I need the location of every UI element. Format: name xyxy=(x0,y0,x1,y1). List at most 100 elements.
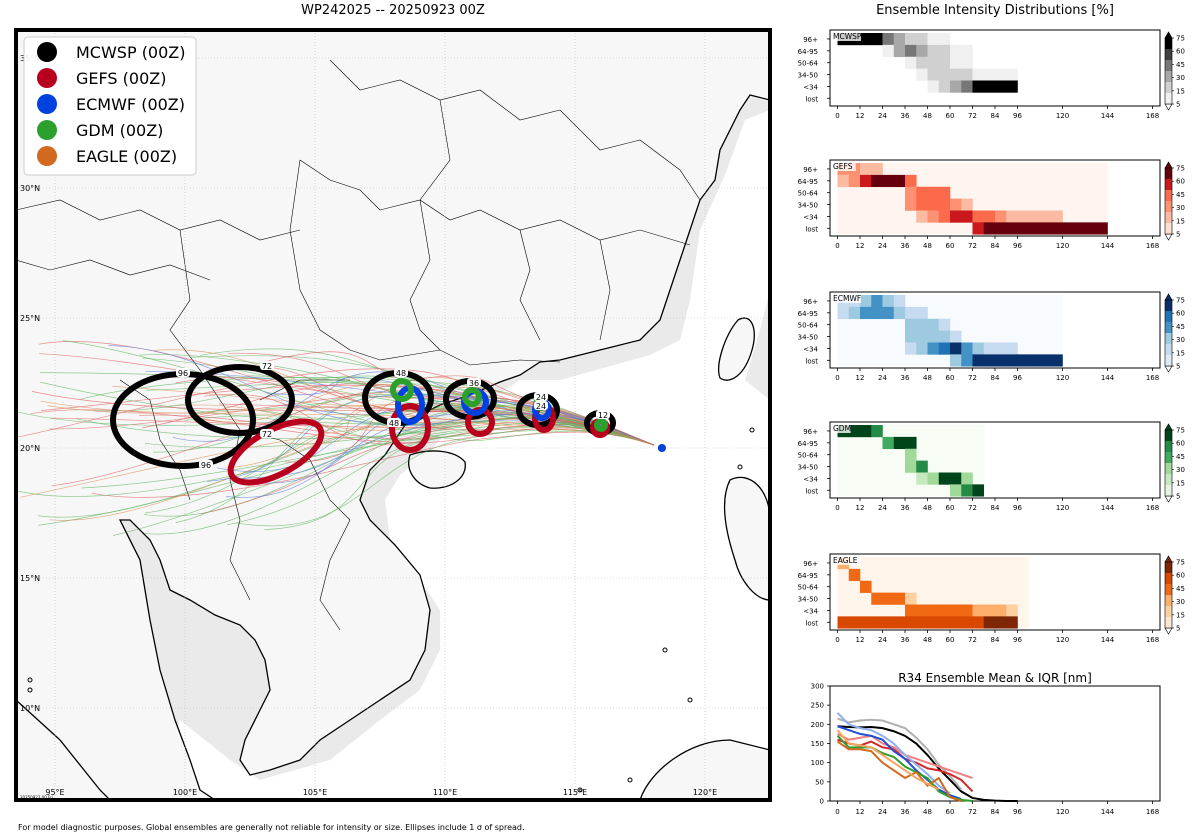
heatmap-cell xyxy=(938,330,951,343)
heatmap-cell xyxy=(938,210,951,223)
colorbar-segment xyxy=(1165,452,1172,463)
heatmap-row-label: <34 xyxy=(803,345,818,353)
svg-text:105°E: 105°E xyxy=(303,788,327,797)
heatmap-cell xyxy=(882,44,895,58)
colorbar-extend-top xyxy=(1164,31,1173,39)
heatmap-cell xyxy=(860,306,872,320)
svg-text:30°N: 30°N xyxy=(20,184,40,193)
r34-x-tick: 12 xyxy=(856,808,865,816)
r34-x-tick: 168 xyxy=(1146,808,1159,816)
heatmap-x-tick: 72 xyxy=(968,374,977,382)
colorbar-tick: 75 xyxy=(1176,559,1185,567)
map-title: WP242025 -- 20250923 00Z xyxy=(301,3,485,18)
heatmap-cell xyxy=(1085,222,1097,235)
heatmap-cell xyxy=(995,68,1007,81)
heatmap-cell xyxy=(927,44,940,58)
heatmap-cell xyxy=(1051,210,1063,223)
heatmap-cell xyxy=(905,448,917,461)
heatmap-cell xyxy=(950,330,962,343)
heatmap-cell xyxy=(905,342,917,355)
heatmap-cell xyxy=(1006,342,1018,355)
r34-x-tick: 84 xyxy=(991,808,1000,816)
heatmap-x-tick: 24 xyxy=(878,242,887,250)
r34-y-tick: 300 xyxy=(811,683,824,691)
heatmap-cell xyxy=(961,68,973,81)
heatmap-x-tick: 24 xyxy=(878,636,887,644)
colorbar-segment xyxy=(1165,595,1172,606)
heatmap-cell xyxy=(961,616,973,629)
heatmap-cell xyxy=(950,210,962,223)
heatmap-x-tick: 84 xyxy=(991,504,1000,512)
heatmap-x-tick: 24 xyxy=(878,504,887,512)
colorbar-tick: 30 xyxy=(1176,204,1185,212)
heatmap-x-tick: 84 xyxy=(991,112,1000,120)
heatmap-cell xyxy=(860,616,872,629)
heatmap-cell xyxy=(927,604,940,617)
heatmap-x-tick: 84 xyxy=(991,374,1000,382)
colorbar-segment xyxy=(1165,562,1172,573)
mcwsp-ellipse-72 xyxy=(185,364,295,436)
heatmap-cell xyxy=(983,80,996,93)
heatmap-cell xyxy=(905,318,917,331)
svg-text:GEFS (00Z): GEFS (00Z) xyxy=(76,69,166,88)
svg-text:100°E: 100°E xyxy=(173,788,197,797)
heatmap-cell xyxy=(927,318,940,331)
heatmap-cell xyxy=(1017,210,1030,223)
heatmap-cell xyxy=(961,210,973,223)
heatmap-eagle: EAGLE 96+ 64-95 50-64 34-50 <34 lost 0 12 24 36 48 6… xyxy=(798,553,1185,644)
heatmap-cell xyxy=(927,330,940,343)
r34-series-line xyxy=(837,725,962,801)
heatmap-cell xyxy=(961,44,973,58)
r34-y-tick: 150 xyxy=(811,740,824,748)
colorbar-tick: 45 xyxy=(1176,453,1185,461)
heatmap-x-tick: 0 xyxy=(835,112,839,120)
heatmap-x-tick: 120 xyxy=(1056,242,1069,250)
heatmap-cell xyxy=(893,295,906,308)
heatmap-x-tick: 48 xyxy=(923,112,932,120)
colorbar-tick: 5 xyxy=(1176,363,1180,371)
heatmap-cell xyxy=(882,592,895,605)
legend-item-ecmwf: ECMWF (00Z) xyxy=(37,94,185,114)
heatmap-cell xyxy=(927,210,940,223)
heatmap-x-tick: 36 xyxy=(901,504,910,512)
intensity-heatmaps: MCWSP 96+ 64-95 50-64 34-50 <34 lost 0 12 24 36 48 6… xyxy=(798,29,1185,816)
heatmap-x-tick: 0 xyxy=(835,242,839,250)
r34-y-tick: 200 xyxy=(811,721,824,729)
heatmap-cell xyxy=(860,425,872,438)
r34-chart: R34 Ensemble Mean & IQR [nm] 0 50 100 150 200… xyxy=(811,671,1161,816)
heatmap-x-tick: 48 xyxy=(923,242,932,250)
svg-text:GDM (00Z): GDM (00Z) xyxy=(76,121,163,140)
heatmap-cell xyxy=(893,33,906,46)
heatmap-cell xyxy=(938,80,951,93)
heatmap-cell xyxy=(871,425,883,438)
r34-series-line xyxy=(836,740,962,802)
colorbar-segment xyxy=(1165,617,1172,628)
heatmap-x-tick: 60 xyxy=(946,242,955,250)
heatmap-cell xyxy=(905,330,917,343)
heatmap-cell xyxy=(916,306,928,320)
heatmap-cell xyxy=(916,472,928,485)
heatmap-x-tick: 12 xyxy=(856,112,865,120)
colorbar-tick: 60 xyxy=(1176,48,1185,56)
colorbar-tick: 45 xyxy=(1176,585,1185,593)
colorbar-segment xyxy=(1165,606,1172,617)
heatmap-cell xyxy=(961,80,973,93)
svg-text:12: 12 xyxy=(598,411,608,420)
heatmap-cell xyxy=(893,616,906,629)
heatmap-cell xyxy=(848,306,861,320)
colorbar-segment xyxy=(1165,201,1172,212)
r34-y-tick: 100 xyxy=(811,759,824,767)
footer-note: For model diagnostic purposes. Global en… xyxy=(18,823,525,832)
heatmap-cell xyxy=(938,198,951,211)
colorbar-extend-top xyxy=(1164,161,1173,169)
legend-item-eagle: EAGLE (00Z) xyxy=(37,146,177,166)
heatmap-row-label: <34 xyxy=(803,83,818,91)
legend-item-mcwsp: MCWSP (00Z) xyxy=(37,42,186,62)
heatmap-x-tick: 120 xyxy=(1056,374,1069,382)
colorbar-segment xyxy=(1165,474,1172,485)
svg-text:72: 72 xyxy=(262,362,272,371)
heatmap-x-tick: 48 xyxy=(923,504,932,512)
heatmap-cell xyxy=(1006,222,1018,235)
intensity-title: Ensemble Intensity Distributions [%] xyxy=(876,3,1114,18)
heatmap-x-tick: 84 xyxy=(991,636,1000,644)
